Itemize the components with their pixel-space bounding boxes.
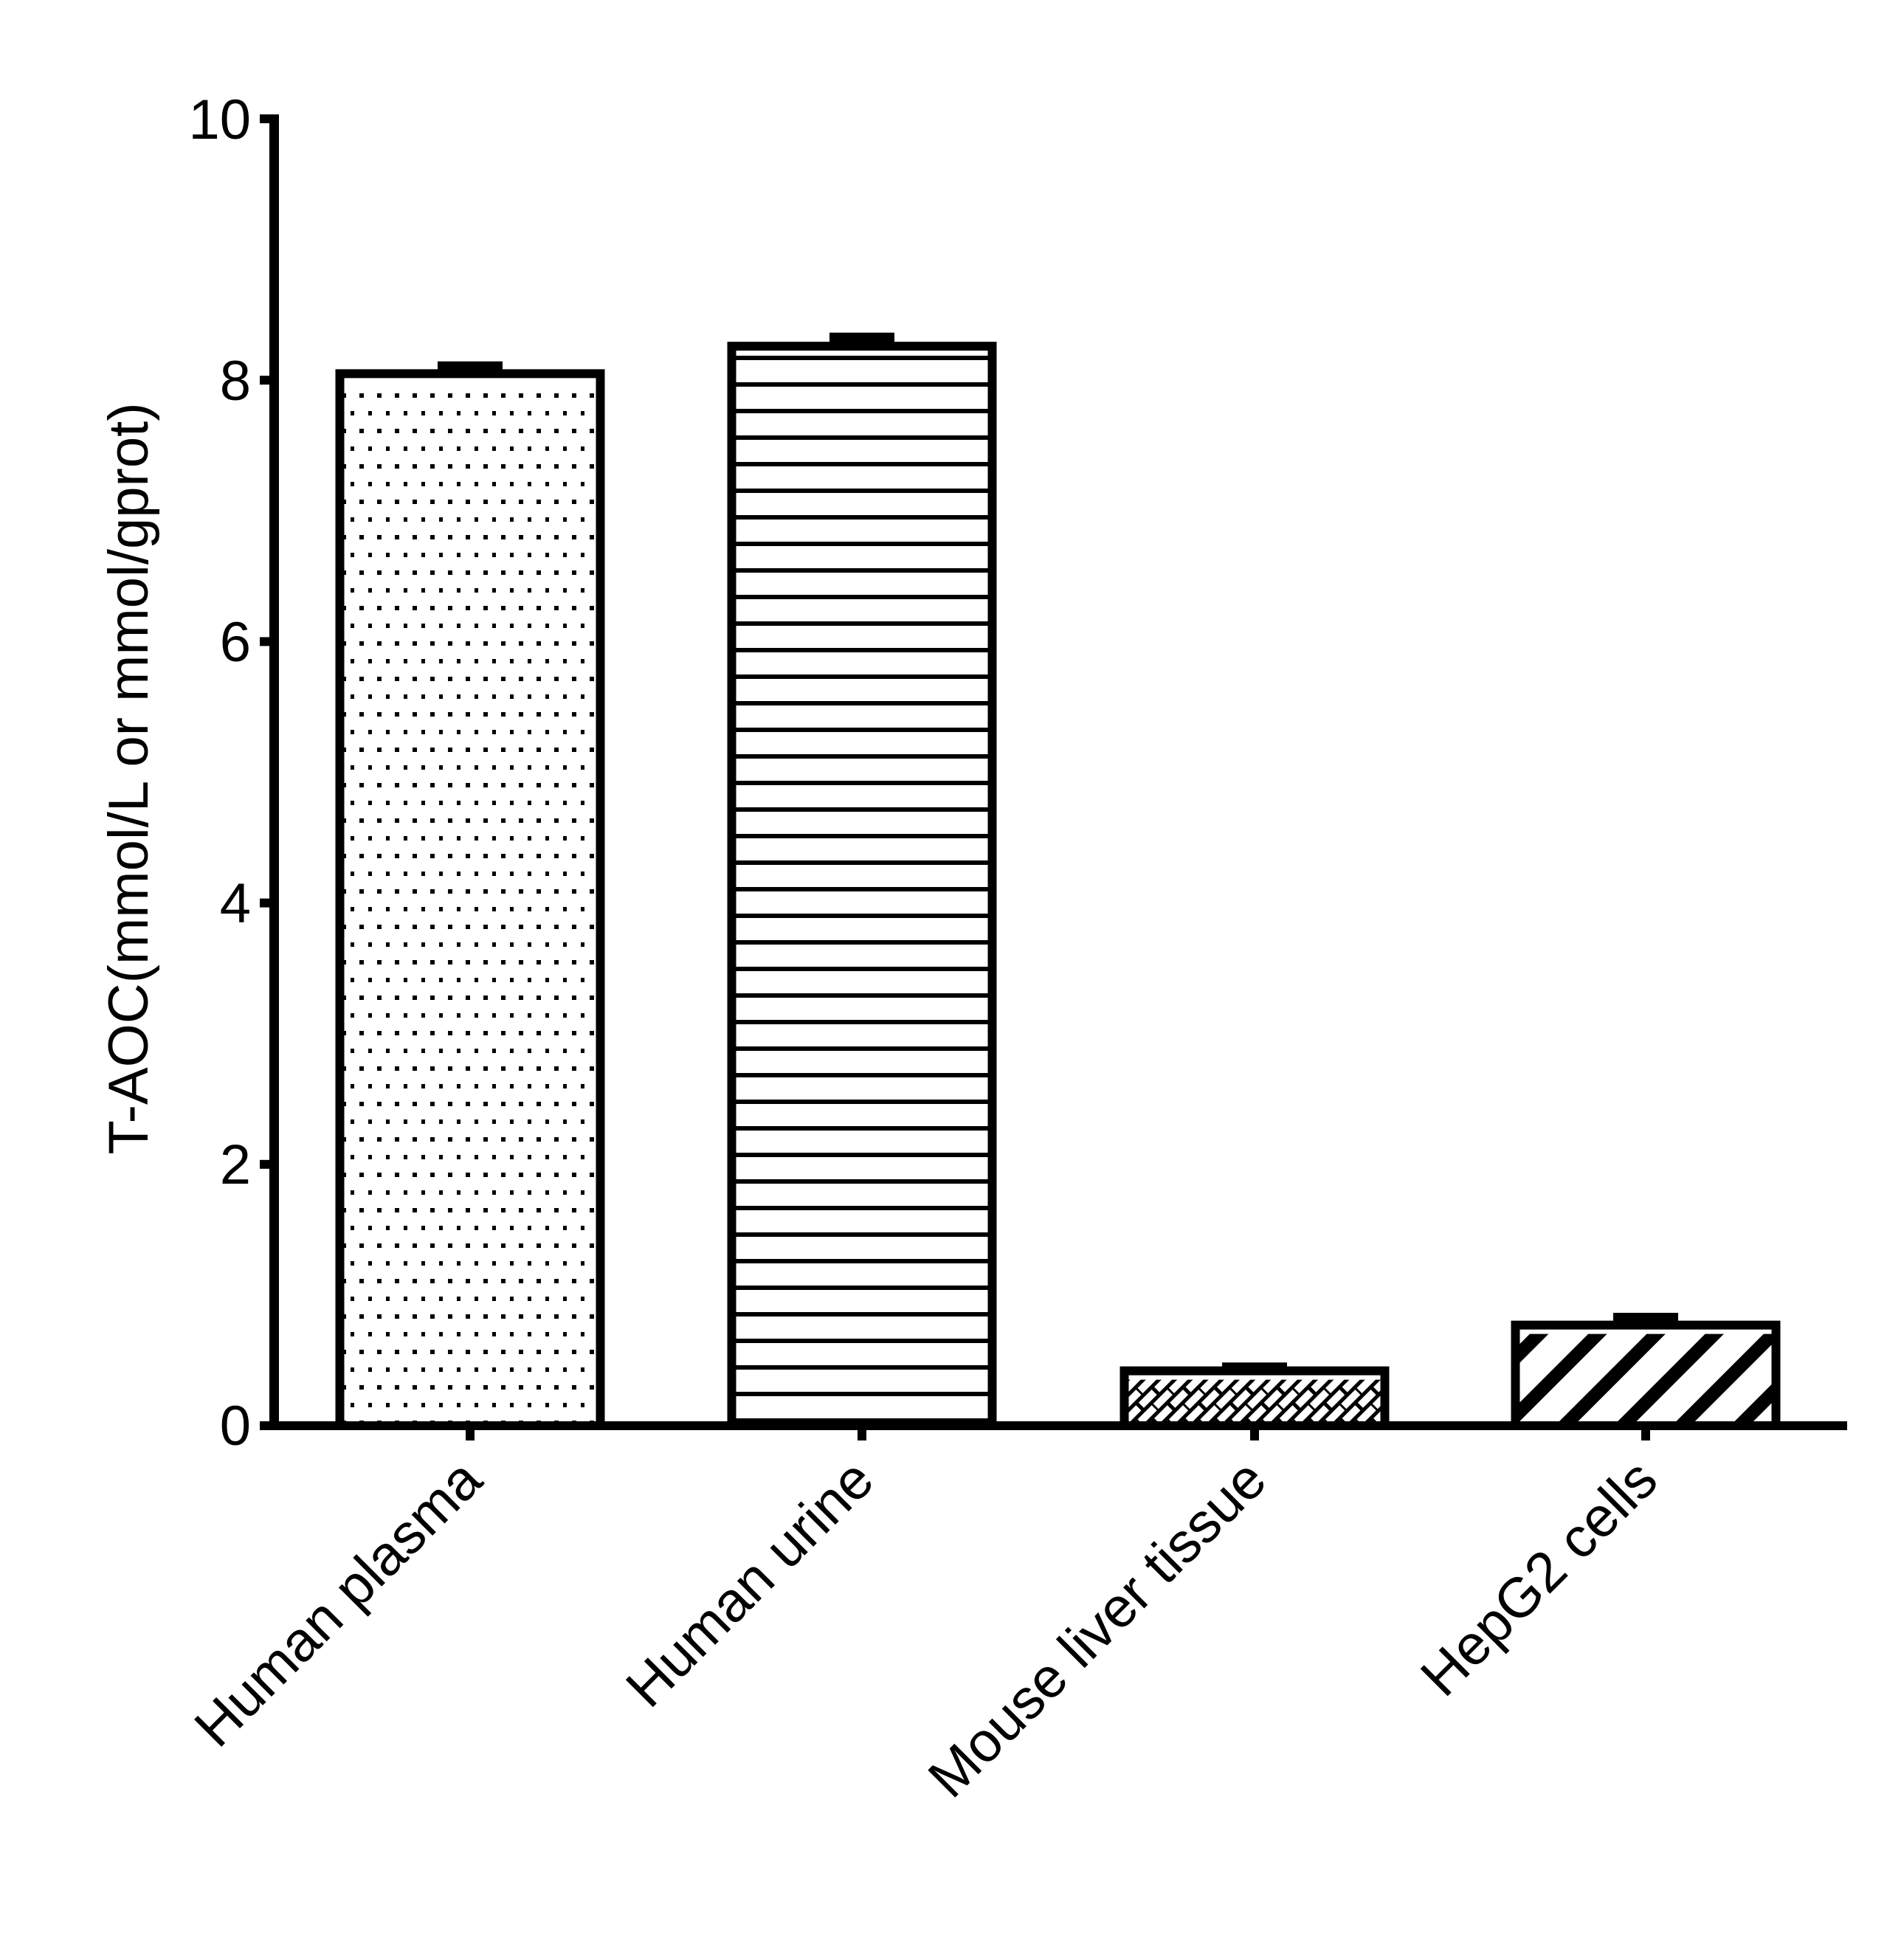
bar bbox=[1511, 1313, 1781, 1431]
x-tick bbox=[858, 1426, 866, 1440]
error-bar bbox=[438, 361, 503, 374]
y-tick bbox=[260, 637, 275, 646]
bars bbox=[335, 332, 1781, 1431]
y-tick bbox=[260, 376, 275, 385]
x-category-label: HepG2 cells bbox=[1409, 1448, 1669, 1708]
bar bbox=[727, 332, 997, 1430]
y-tick bbox=[260, 1159, 275, 1169]
x-axis bbox=[269, 1421, 1847, 1440]
x-tick bbox=[466, 1426, 475, 1440]
x-category-label: Mouse liver tissue bbox=[917, 1448, 1278, 1809]
x-category-label: Human urine bbox=[614, 1448, 886, 1719]
y-tick-label: 6 bbox=[220, 611, 251, 674]
y-axis-title: T-AOC(mmol/L or mmol/gprot) bbox=[97, 402, 160, 1154]
x-category-label: Human plasma bbox=[183, 1447, 494, 1759]
x-category-labels: Human plasma Human urine Mouse liver tis… bbox=[183, 1447, 1670, 1809]
bar bbox=[335, 361, 605, 1431]
y-tick-label: 8 bbox=[220, 350, 251, 413]
y-tick-label: 2 bbox=[220, 1133, 251, 1196]
x-tick bbox=[1641, 1426, 1650, 1440]
error-bar bbox=[829, 332, 894, 347]
y-tick bbox=[260, 898, 275, 908]
y-tick-labels: 0 2 4 6 8 10 bbox=[188, 89, 251, 1457]
y-tick-label: 0 bbox=[220, 1395, 251, 1457]
y-axis bbox=[260, 114, 279, 1430]
error-bar bbox=[1222, 1362, 1287, 1371]
x-tick bbox=[1250, 1426, 1259, 1440]
error-bar bbox=[1613, 1313, 1678, 1325]
bar bbox=[1120, 1362, 1390, 1431]
y-tick bbox=[260, 114, 275, 123]
y-tick-label: 4 bbox=[220, 872, 251, 935]
y-tick-label: 10 bbox=[188, 89, 251, 151]
